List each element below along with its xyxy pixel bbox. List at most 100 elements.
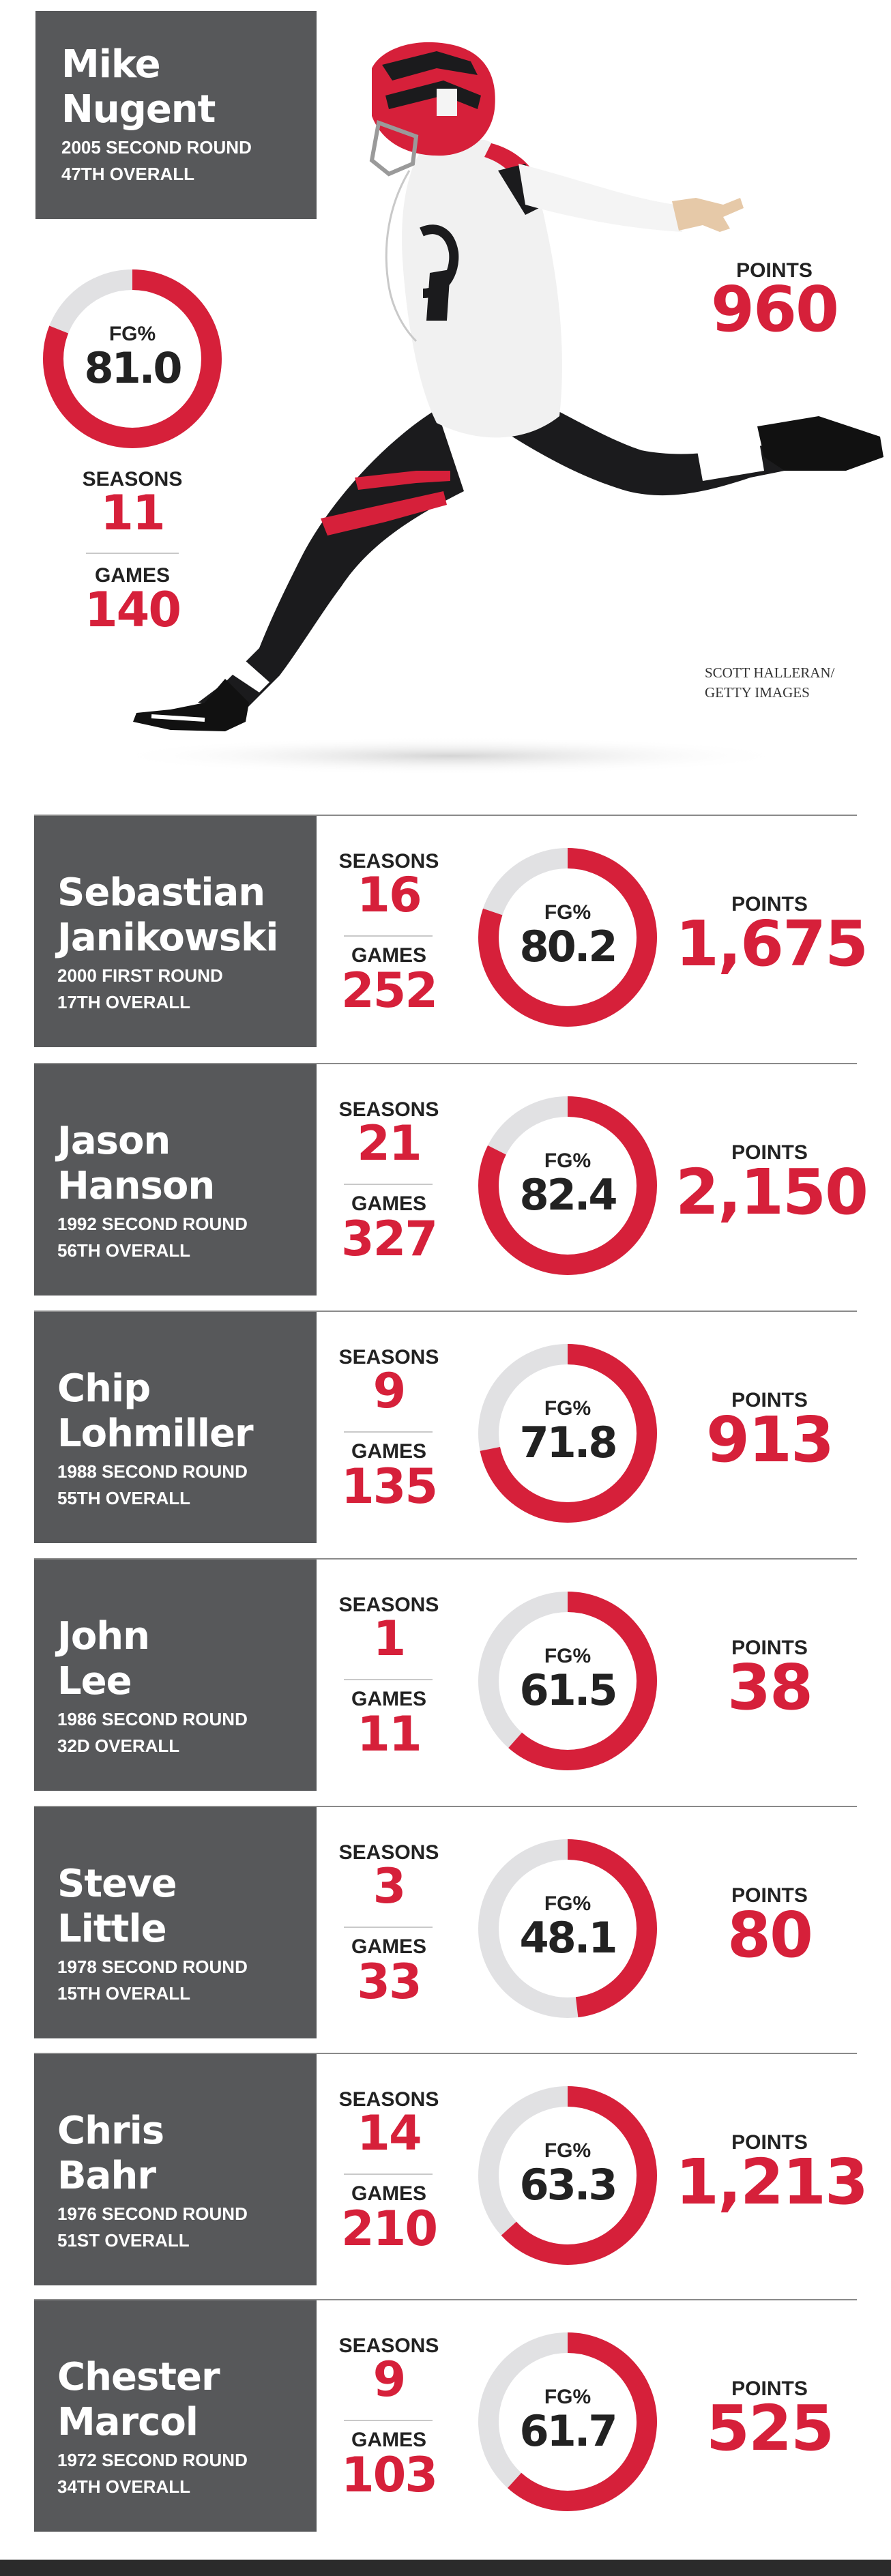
games-value: 252 [340, 963, 438, 1019]
kicker-last-name: Lohmiller [57, 1411, 254, 1456]
seasons-label: SEASONS [338, 1594, 439, 1616]
fg-donut [478, 848, 657, 1027]
row-divider [34, 1806, 857, 1807]
kicker-last-name: Bahr [57, 2154, 156, 2198]
points-label: POINTS [731, 1141, 808, 1164]
points-label: POINTS [731, 893, 808, 916]
kicker-last-name: Lee [57, 1659, 132, 1703]
kicker-name-panel: Steve Little 1978 SECOND ROUND 15TH OVER… [34, 1807, 317, 2038]
kicker-first-name: Steve [57, 1862, 177, 1906]
fg-label: FG% [544, 2139, 591, 2162]
stat-divider [344, 2420, 433, 2421]
games-value: 135 [340, 1459, 438, 1514]
fg-ring: FG% 61.5 [475, 1588, 660, 1774]
draft-overall: 15TH OVERALL [57, 1983, 191, 2004]
points-value: 80 [727, 1899, 813, 1972]
ring-arc [43, 269, 222, 448]
fg-value: 80.2 [519, 922, 618, 971]
kicker-name-panel: Jason Hanson 1992 SECOND ROUND 56TH OVER… [34, 1064, 317, 1296]
draft-round: 1988 SECOND ROUND [57, 1461, 248, 1482]
ring-arc [478, 1839, 657, 2018]
kicker-first-name: Chris [57, 2109, 164, 2153]
seasons-label: SEASONS [338, 850, 439, 873]
points-label: POINTS [731, 1637, 808, 1659]
points-value: 525 [705, 2392, 834, 2465]
photo-credit: SCOTT HALLERAN/ GETTY IMAGES [705, 663, 834, 703]
ring-arc [478, 1096, 657, 1275]
kicker-name-panel: John Lee 1986 SECOND ROUND 32D OVERALL [34, 1560, 317, 1791]
ring-arc [478, 848, 657, 1027]
featured-kicker: Mike Nugent 2005 SECOND ROUND 47TH OVERA… [0, 0, 891, 778]
featured-name-first: Mike [61, 42, 161, 87]
kicker-photo [123, 42, 883, 775]
featured-games-label: GAMES [94, 564, 170, 587]
fg-donut [478, 2332, 657, 2511]
featured-name-last: Nugent [61, 87, 216, 132]
featured-stat-divider [86, 553, 179, 554]
kicker-first-name: Chip [57, 1366, 151, 1411]
seasons-label: SEASONS [338, 1098, 439, 1121]
games-value: 33 [357, 1954, 422, 2010]
featured-seasons-value: 11 [100, 485, 165, 541]
games-label: GAMES [351, 1688, 426, 1710]
fg-label: FG% [108, 323, 156, 345]
games-label: GAMES [351, 944, 426, 967]
games-label: GAMES [351, 1192, 426, 1215]
fg-ring: FG% 63.3 [475, 2083, 660, 2268]
ring-arc [478, 1592, 657, 1770]
row-divider [34, 2053, 857, 2054]
games-value: 327 [340, 1211, 438, 1267]
draft-overall: 51ST OVERALL [57, 2230, 190, 2251]
kicker-row: Sebastian Janikowski 2000 FIRST ROUND 17… [34, 815, 868, 1047]
games-label: GAMES [351, 2429, 426, 2451]
featured-points-value: 960 [710, 273, 839, 346]
draft-round: 1976 SECOND ROUND [57, 2204, 248, 2224]
draft-round: 2000 FIRST ROUND [57, 965, 223, 986]
kicker-row: Chester Marcol 1972 SECOND ROUND 34TH OV… [34, 2299, 857, 2532]
fg-label: FG% [544, 901, 591, 924]
kicker-row: John Lee 1986 SECOND ROUND 32D OVERALL S… [34, 1558, 857, 1791]
fg-donut [478, 1592, 657, 1770]
fg-donut [478, 1096, 657, 1275]
stat-divider [344, 935, 433, 937]
featured-draft-overall: 47TH OVERALL [61, 164, 195, 184]
points-value: 2,150 [675, 1156, 868, 1229]
points-value: 1,675 [675, 907, 868, 980]
fg-ring: FG% 82.4 [475, 1093, 660, 1278]
seasons-value: 1 [373, 1611, 407, 1667]
seasons-label: SEASONS [338, 2334, 439, 2357]
kicker-row: Jason Hanson 1992 SECOND ROUND 56TH OVER… [34, 1063, 868, 1296]
kicker-first-name: John [57, 1614, 150, 1658]
stat-divider [344, 1927, 433, 1928]
fg-ring: FG% 71.8 [475, 1341, 660, 1526]
featured-fg-donut [43, 269, 222, 448]
seasons-value: 3 [373, 1858, 407, 1914]
draft-overall: 32D OVERALL [57, 1736, 180, 1756]
fg-ring: FG% 61.7 [475, 2329, 660, 2515]
draft-round: 1972 SECOND ROUND [57, 2450, 248, 2470]
featured-points-label: POINTS [736, 259, 813, 282]
seasons-value: 9 [373, 1363, 407, 1419]
fg-label: FG% [544, 1892, 591, 1915]
fg-value: 81.0 [84, 343, 183, 393]
kicker-first-name: Jason [57, 1119, 171, 1163]
footer-bar [0, 2560, 891, 2576]
kicker-name-panel: Sebastian Janikowski 2000 FIRST ROUND 17… [34, 816, 317, 1047]
seasons-label: SEASONS [338, 1841, 439, 1864]
draft-overall: 55TH OVERALL [57, 1488, 191, 1508]
kicker-last-name: Little [57, 1907, 167, 1951]
fg-donut [478, 1344, 657, 1523]
fg-value: 61.5 [519, 1665, 618, 1715]
kicker-row: Chris Bahr 1976 SECOND ROUND 51ST OVERAL… [34, 2053, 868, 2285]
fg-ring: FG% 80.2 [475, 845, 660, 1030]
kicker-first-name: Chester [57, 2355, 220, 2399]
kicker-name-panel: Chris Bahr 1976 SECOND ROUND 51ST OVERAL… [34, 2054, 317, 2285]
stat-divider [344, 1679, 433, 1680]
photo-credit-line1: SCOTT HALLERAN/ [705, 664, 835, 681]
fg-value: 61.7 [519, 2406, 618, 2456]
points-label: POINTS [731, 2131, 808, 2154]
kicker-first-name: Sebastian [57, 870, 265, 915]
points-label: POINTS [731, 1884, 808, 1907]
kicker-name-panel: Chester Marcol 1972 SECOND ROUND 34TH OV… [34, 2300, 317, 2532]
fg-donut [478, 2086, 657, 2265]
